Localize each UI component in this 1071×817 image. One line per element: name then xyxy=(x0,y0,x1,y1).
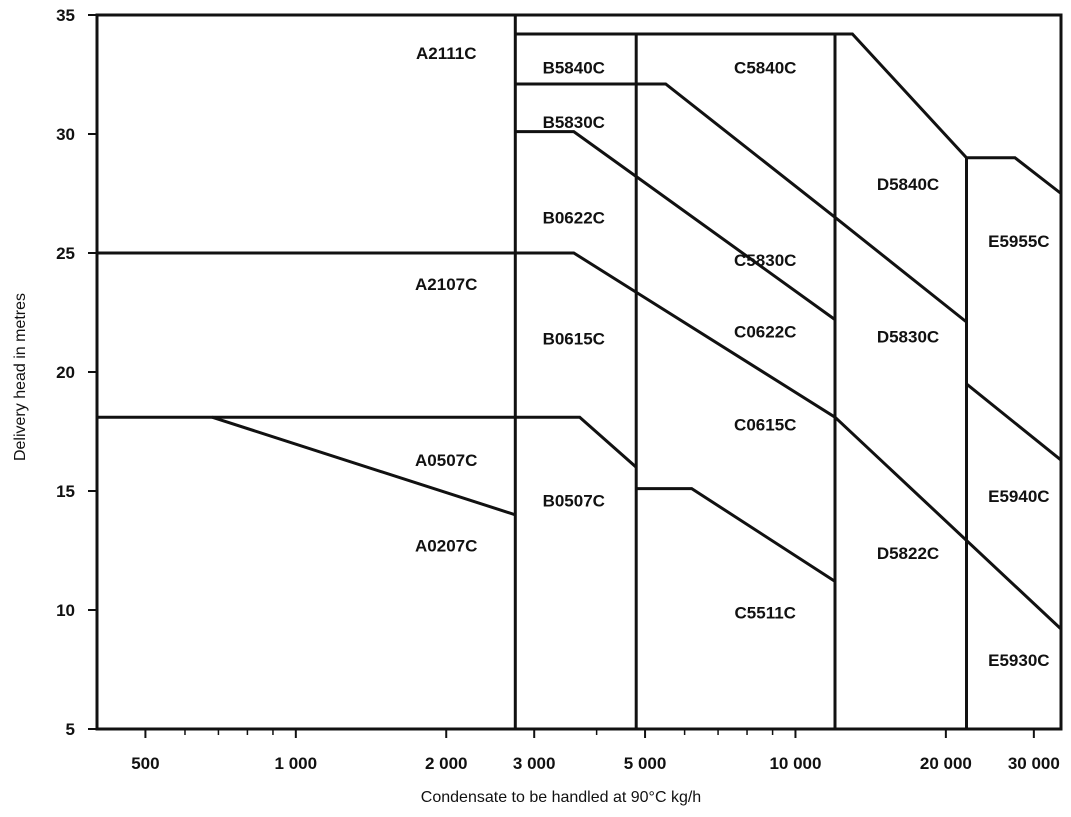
boundary-top-34 xyxy=(515,32,1062,195)
region-label: A2111C xyxy=(416,44,477,63)
region-labels: A2111C A2107C A0507C A0207C B5840C B5830C B062… xyxy=(415,44,1050,670)
y-axis-title: Delivery head in metres xyxy=(12,293,29,461)
y-tick-label: 10 xyxy=(56,601,75,620)
x-axis-title: Condensate to be handled at 90°C kg/h xyxy=(421,789,701,806)
region-label: D5840C xyxy=(877,175,939,194)
plot-frame xyxy=(95,13,1063,731)
boundary-top-30 xyxy=(515,130,836,321)
region-label: D5822C xyxy=(877,544,939,563)
region-label: B5830C xyxy=(543,113,605,132)
x-tick-label: 30 000 xyxy=(1008,754,1060,773)
y-tick-label: 25 xyxy=(56,244,75,263)
region-label: B0622C xyxy=(543,208,605,227)
boundary-diag-a0207 xyxy=(211,415,516,517)
x-tick-label: 3 000 xyxy=(513,754,556,773)
region-label: C0615C xyxy=(734,415,796,434)
x-tick-label: 2 000 xyxy=(425,754,468,773)
y-tick-label: 15 xyxy=(56,482,75,501)
boundary-e5940 xyxy=(965,382,1062,462)
region-label: D5830C xyxy=(877,327,939,346)
region-label: A0207C xyxy=(415,537,477,556)
axis-tick-labels: 500 1 000 2 000 3 000 5 000 10 000 20 000 30 00… xyxy=(56,6,1060,773)
x-tick-label: 500 xyxy=(131,754,159,773)
y-tick-label: 35 xyxy=(56,6,75,25)
region-label: C0622C xyxy=(734,323,796,342)
region-label: A2107C xyxy=(415,275,477,294)
region-label: E5955C xyxy=(988,232,1049,251)
region-boundaries xyxy=(97,15,1063,729)
x-tick-label: 20 000 xyxy=(920,754,972,773)
region-label: B0507C xyxy=(543,492,605,511)
boundary-top-15 xyxy=(636,487,836,583)
region-label: C5830C xyxy=(734,251,796,270)
x-tick-label: 1 000 xyxy=(275,754,318,773)
region-label: E5930C xyxy=(988,651,1049,670)
y-tick-label: 20 xyxy=(56,363,75,382)
x-tick-label: 5 000 xyxy=(624,754,667,773)
boundary-top-25 xyxy=(97,251,1063,631)
boundary-top-32 xyxy=(515,82,968,324)
boundary-top-18 xyxy=(97,415,638,469)
axis-ticks xyxy=(88,14,1035,738)
region-label: A0507C xyxy=(415,451,477,470)
y-tick-label: 5 xyxy=(66,720,75,739)
region-label: C5840C xyxy=(734,58,796,77)
region-label: B5840C xyxy=(543,58,605,77)
region-label: B0615C xyxy=(543,330,605,349)
region-label: E5940C xyxy=(988,487,1049,506)
x-tick-label: 10 000 xyxy=(769,754,821,773)
y-tick-label: 30 xyxy=(56,125,75,144)
region-label: C5511C xyxy=(735,603,796,622)
